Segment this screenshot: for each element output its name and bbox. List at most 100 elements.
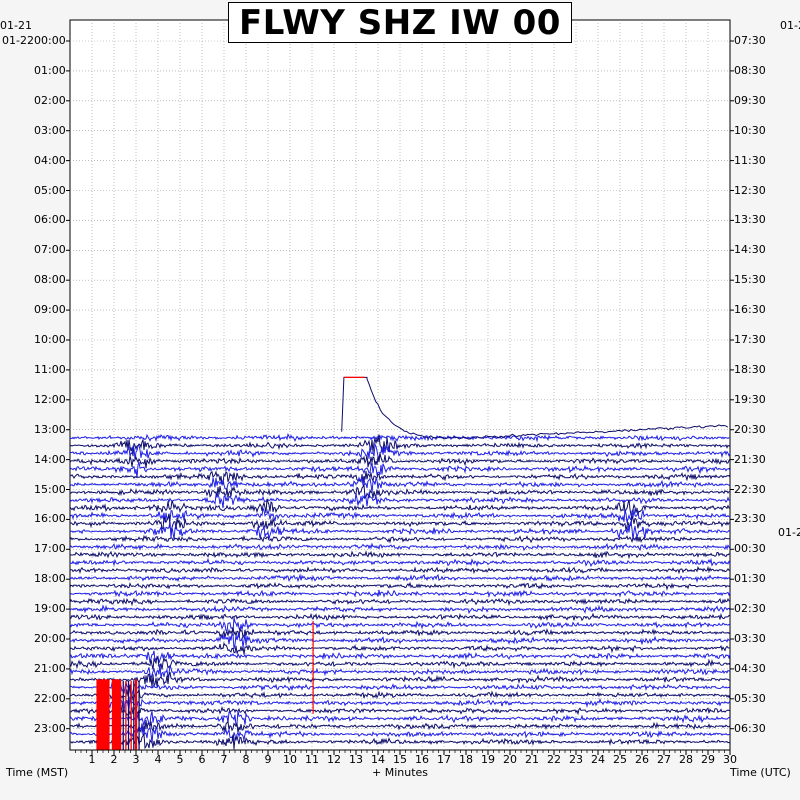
right-time-label: 06:30 (734, 721, 766, 735)
trace-line (69, 589, 731, 598)
trace-line (69, 542, 731, 552)
trace-line (69, 442, 731, 461)
trace-line (69, 434, 731, 457)
footer-left-label: Time (MST) (6, 766, 69, 779)
trace-line (69, 617, 731, 633)
left-time-label: 09:00 (34, 303, 66, 317)
x-tick-label: 16 (415, 753, 429, 766)
right-time-label: 01:30 (734, 572, 766, 586)
x-tick-label: 25 (613, 753, 627, 766)
right-time-label: 05:30 (734, 691, 766, 705)
right-time-label: 11:30 (734, 153, 766, 167)
x-tick-label: 17 (437, 753, 451, 766)
trace-line (69, 612, 731, 622)
trace-line (69, 681, 731, 697)
footer-right-label: Time (UTC) (730, 766, 791, 779)
right-time-label: 12:30 (734, 183, 766, 197)
left-date-top: 01-21 (0, 19, 32, 32)
left-time-label: 19:00 (34, 602, 66, 616)
right-time-label: 18:30 (734, 362, 766, 376)
x-tick-label: 27 (657, 753, 671, 766)
clipped-spike (96, 679, 110, 750)
x-tick-label: 11 (305, 753, 319, 766)
left-time-label: 06:00 (34, 213, 66, 227)
x-tick-label: 15 (393, 753, 407, 766)
left-time-label: 05:00 (34, 183, 66, 197)
trace-line (69, 719, 731, 734)
x-tick-label: 18 (459, 753, 473, 766)
trace-line (69, 519, 731, 541)
left-time-label: 17:00 (34, 542, 66, 556)
x-tick-label: 28 (679, 753, 693, 766)
x-tick-label: 21 (525, 753, 539, 766)
right-time-label: 19:30 (734, 392, 766, 406)
right-time-label: 10:30 (734, 123, 766, 137)
trace-line (69, 631, 731, 650)
trace-line (69, 432, 731, 443)
x-axis-ticks (75, 750, 731, 755)
trace-line (69, 724, 731, 744)
x-tick-label: 3 (132, 753, 140, 766)
left-time-label: 00:00 (34, 34, 66, 47)
trace-line (70, 704, 731, 716)
trace-line (69, 550, 731, 560)
x-tick-label: 19 (481, 753, 495, 766)
left-time-label: 12:00 (34, 392, 66, 406)
left-time-label: 07:00 (34, 243, 66, 257)
left-date-bottom: 01-22 (2, 34, 34, 47)
trace-line (69, 573, 731, 584)
x-tick-label: 20 (503, 753, 517, 766)
x-tick-label: 2 (110, 753, 118, 766)
right-time-label: 09:30 (734, 93, 766, 107)
left-time-label: 11:00 (34, 362, 66, 376)
x-tick-label: 5 (176, 753, 184, 766)
right-time-label: 08:30 (734, 63, 766, 77)
trace-line (69, 696, 731, 714)
trace-line (69, 483, 731, 500)
trace-line (69, 513, 731, 533)
right-time-label: 14:30 (734, 243, 766, 257)
trace-line (69, 684, 731, 702)
x-tick-label: 13 (349, 753, 363, 766)
right-time-label: 15:30 (734, 273, 766, 287)
x-tick-label: 6 (198, 753, 206, 766)
x-tick-label: 26 (635, 753, 649, 766)
station-title-box: FLWY SHZ IW 00 (228, 2, 572, 43)
right-time-label: 03:30 (734, 632, 766, 645)
right-time-label: 00:30 (734, 542, 766, 556)
x-tick-label: 1 (88, 753, 96, 766)
trace-line (69, 557, 731, 568)
x-tick-label: 24 (591, 753, 605, 766)
left-time-label: 15:00 (34, 482, 66, 496)
trace-line (69, 565, 731, 575)
trace-line (69, 732, 731, 750)
right-time-label: 13:30 (734, 213, 766, 227)
trace-line (69, 534, 731, 544)
left-time-label: 22:00 (34, 691, 66, 705)
left-time-label: 13:00 (34, 422, 66, 436)
trace-line (69, 498, 731, 517)
trace-line (69, 663, 731, 679)
trace-line (69, 710, 731, 727)
right-time-label: 16:30 (734, 303, 766, 317)
seismic-traces (69, 376, 731, 750)
right-time-label: 21:30 (734, 452, 766, 466)
trace-line (69, 650, 731, 664)
station-title: FLWY SHZ IW 00 (239, 2, 561, 43)
trace-line (69, 627, 731, 640)
x-tick-label: 4 (154, 753, 162, 766)
right-date-top: 01-2 (780, 19, 800, 32)
right-time-label: 02:30 (734, 602, 766, 616)
x-tick-label: 22 (547, 753, 561, 766)
right-time-label: 04:30 (734, 661, 766, 675)
right-time-label: 17:30 (734, 333, 766, 346)
left-time-label: 04:00 (34, 153, 66, 167)
x-tick-label: 30 (723, 753, 737, 766)
trace-line (69, 491, 731, 509)
trace-line (69, 671, 731, 688)
trace-line (69, 597, 731, 607)
left-time-label: 14:00 (34, 452, 66, 466)
clipped-spike (111, 679, 121, 750)
right-time-label: 22:30 (734, 482, 766, 496)
